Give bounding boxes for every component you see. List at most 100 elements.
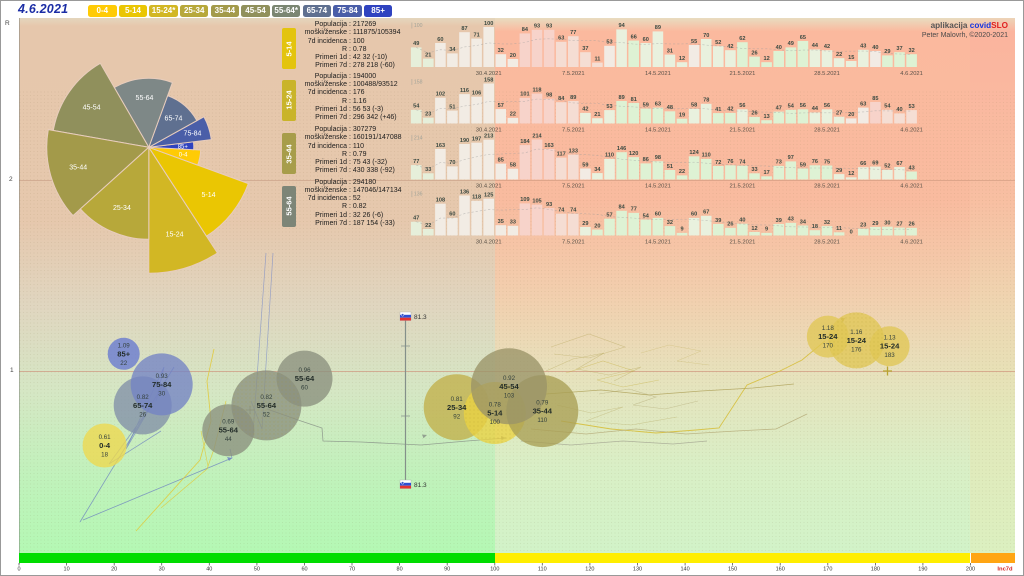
svg-text:34: 34: [594, 167, 601, 173]
svg-text:80: 80: [397, 567, 403, 573]
svg-text:35-44: 35-44: [533, 407, 553, 416]
svg-text:7.5.2021: 7.5.2021: [562, 71, 585, 77]
svg-text:85+: 85+: [178, 144, 189, 150]
svg-text:28.5.2021: 28.5.2021: [814, 71, 840, 77]
svg-text:7.5.2021: 7.5.2021: [562, 128, 585, 134]
svg-text:120: 120: [629, 151, 638, 157]
svg-text:13: 13: [763, 114, 769, 120]
svg-text:54: 54: [884, 104, 891, 110]
svg-text:21: 21: [594, 112, 600, 118]
svg-text:160: 160: [776, 567, 785, 573]
svg-text:14.5.2021: 14.5.2021: [645, 71, 671, 77]
svg-text:5-14: 5-14: [487, 409, 503, 418]
svg-text:26: 26: [139, 411, 146, 418]
svg-text:30.4.2021: 30.4.2021: [476, 128, 502, 134]
svg-text:56: 56: [824, 103, 830, 109]
svg-text:51: 51: [667, 164, 673, 170]
svg-text:57: 57: [498, 103, 504, 109]
svg-text:116: 116: [460, 88, 469, 94]
svg-text:59: 59: [643, 102, 649, 108]
svg-text:75-84: 75-84: [152, 380, 172, 389]
svg-text:29: 29: [872, 221, 878, 227]
svg-text:94: 94: [618, 23, 625, 29]
svg-text:47: 47: [413, 216, 419, 222]
svg-text:81: 81: [631, 97, 637, 103]
svg-text:118: 118: [472, 195, 481, 201]
svg-text:21.5.2021: 21.5.2021: [730, 71, 756, 77]
svg-text:9: 9: [765, 227, 768, 233]
svg-text:43: 43: [908, 165, 914, 171]
svg-text:20: 20: [111, 567, 117, 573]
svg-text:44: 44: [225, 436, 232, 443]
svg-text:44: 44: [812, 43, 819, 49]
svg-text:163: 163: [436, 143, 445, 149]
svg-text:97: 97: [788, 155, 794, 161]
svg-text:12: 12: [763, 56, 769, 62]
svg-text:51: 51: [449, 104, 455, 110]
svg-text:65-74: 65-74: [133, 401, 153, 410]
svg-text:39: 39: [715, 218, 721, 224]
svg-text:14.5.2021: 14.5.2021: [645, 240, 671, 246]
svg-text:Inc7d: Inc7d: [997, 567, 1013, 573]
svg-text:5-14: 5-14: [201, 192, 215, 199]
svg-text:19: 19: [679, 113, 685, 119]
svg-text:120: 120: [585, 567, 594, 573]
svg-text:0-4: 0-4: [179, 153, 188, 159]
svg-text:39: 39: [776, 218, 782, 224]
svg-text:92: 92: [453, 413, 460, 420]
svg-text:30.4.2021: 30.4.2021: [476, 240, 502, 246]
svg-text:41: 41: [715, 107, 721, 113]
svg-text:25-34: 25-34: [447, 403, 467, 412]
svg-text:0.69: 0.69: [222, 419, 235, 426]
svg-text:0.82: 0.82: [260, 394, 273, 401]
svg-text:9: 9: [680, 227, 683, 233]
svg-text:23: 23: [425, 112, 431, 118]
svg-text:63: 63: [655, 101, 661, 107]
svg-text:33: 33: [425, 167, 431, 173]
svg-text:47: 47: [776, 105, 782, 111]
svg-text:66: 66: [860, 161, 866, 167]
svg-text:4.6.2021: 4.6.2021: [900, 184, 923, 190]
svg-text:34: 34: [800, 219, 807, 225]
svg-text:85: 85: [498, 157, 504, 163]
svg-text:11: 11: [594, 56, 600, 62]
svg-text:0.79: 0.79: [536, 400, 549, 407]
svg-text:54: 54: [413, 104, 420, 110]
svg-text:63: 63: [558, 36, 564, 42]
svg-text:20: 20: [848, 112, 854, 118]
svg-text:52: 52: [263, 411, 270, 418]
svg-text:130: 130: [633, 567, 642, 573]
svg-text:4.6.2021: 4.6.2021: [900, 71, 923, 77]
svg-text:15-24: 15-24: [847, 336, 867, 345]
svg-text:22: 22: [679, 169, 685, 175]
svg-text:1.16: 1.16: [850, 329, 863, 336]
svg-text:65-74: 65-74: [165, 116, 183, 123]
svg-text:14.5.2021: 14.5.2021: [645, 128, 671, 134]
svg-text:86: 86: [643, 157, 649, 163]
svg-text:4.6.2021: 4.6.2021: [900, 128, 923, 134]
svg-text:184: 184: [520, 139, 530, 145]
svg-text:21.5.2021: 21.5.2021: [730, 240, 756, 246]
svg-text:1.18: 1.18: [822, 325, 835, 332]
svg-text:180: 180: [871, 567, 880, 573]
svg-text:27: 27: [836, 111, 842, 117]
svg-text:53: 53: [908, 104, 914, 110]
svg-text:77: 77: [570, 30, 576, 36]
svg-text:28.5.2021: 28.5.2021: [814, 128, 840, 134]
svg-text:73: 73: [776, 160, 782, 166]
svg-text:23: 23: [860, 223, 866, 229]
svg-text:22: 22: [836, 52, 842, 58]
svg-text:102: 102: [436, 92, 445, 98]
svg-text:0.81: 0.81: [451, 396, 464, 403]
svg-text:32: 32: [824, 220, 830, 226]
svg-text:10: 10: [64, 567, 70, 573]
svg-text:100: 100: [414, 23, 423, 29]
svg-text:117: 117: [557, 151, 566, 157]
svg-text:49: 49: [413, 41, 419, 47]
svg-text:40: 40: [872, 45, 878, 51]
svg-text:31: 31: [667, 48, 673, 54]
svg-text:103: 103: [504, 392, 515, 399]
svg-text:108: 108: [436, 198, 445, 204]
svg-text:15: 15: [848, 55, 854, 61]
svg-text:28.5.2021: 28.5.2021: [814, 184, 840, 190]
